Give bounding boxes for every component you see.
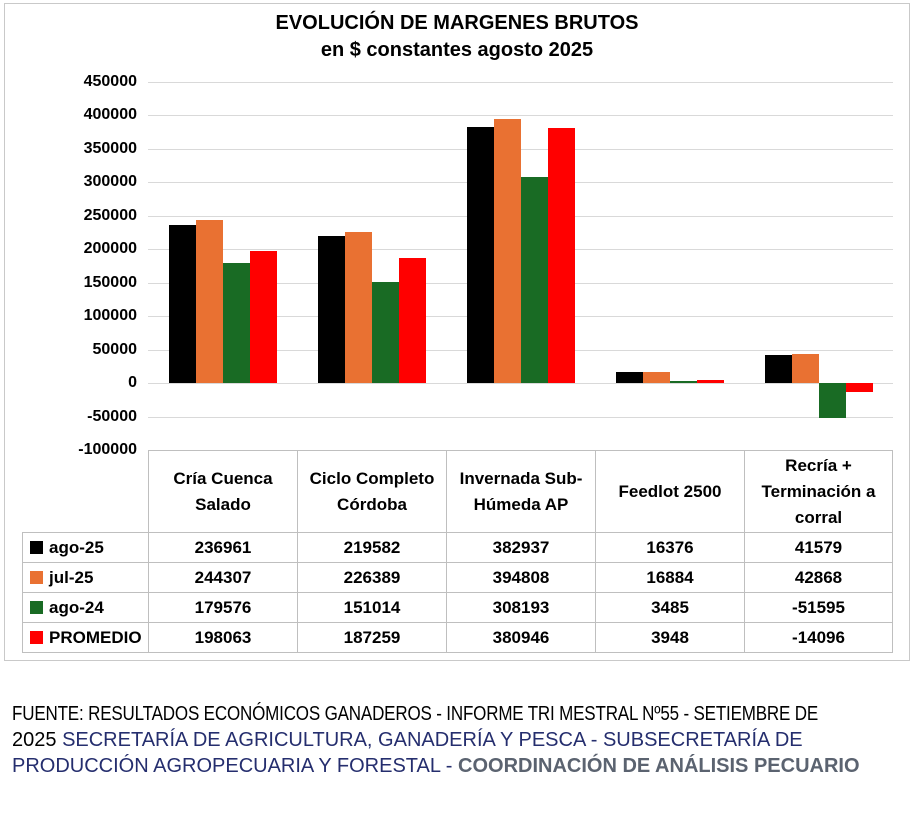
table-value-cell: 219582 [297, 533, 446, 563]
table-value-cell: -14096 [744, 623, 893, 653]
source-note-line3: PRODUCCIÓN AGROPECUARIA Y FORESTAL - COO… [12, 753, 912, 779]
series-name: ago-24 [49, 597, 104, 617]
legend-swatch-ago-24 [30, 601, 43, 614]
bar-ago-24-cat3 [520, 176, 548, 384]
table-column-header: Recría + Terminación a corral [744, 450, 893, 533]
y-axis-tick-label: 0 [128, 374, 137, 392]
table-value-cell: 380946 [446, 623, 595, 653]
y-axis-tick-label: 200000 [83, 240, 137, 258]
bar-jul-25-cat4 [642, 371, 670, 384]
table-value-cell: 244307 [148, 563, 297, 593]
y-axis-tick-label: 400000 [83, 106, 137, 124]
table-value-cell: 226389 [297, 563, 446, 593]
series-name: PROMEDIO [49, 627, 142, 647]
bar-ago-24-cat5 [818, 383, 846, 418]
bar-ago-25-cat4 [615, 372, 643, 384]
gridline [148, 383, 893, 385]
bar-ago-24-cat2 [371, 282, 399, 383]
table-row-label: jul-25 [22, 563, 148, 593]
table-value-cell: 42868 [744, 563, 893, 593]
table-value-cell: -51595 [744, 593, 893, 623]
table-row-label: ago-25 [22, 533, 148, 563]
source-note-line1: FUENTE: RESULTADOS ECONÓMICOS GANADEROS … [12, 701, 818, 727]
chart-title-line1: EVOLUCIÓN DE MARGENES BRUTOS [275, 12, 639, 34]
series-name: ago-25 [49, 537, 104, 557]
table-value-cell: 16376 [595, 533, 744, 563]
y-axis-tick-label: 350000 [83, 139, 137, 157]
y-axis-tick-label: 50000 [92, 340, 138, 358]
source-note-segment: FUENTE: RESULTADOS ECONÓMICOS GANADEROS … [12, 703, 819, 725]
bar-PROMEDIO-cat4 [696, 380, 724, 383]
bar-PROMEDIO-cat2 [398, 257, 426, 384]
table-value-cell: 198063 [148, 623, 297, 653]
bar-jul-25-cat2 [344, 231, 372, 384]
table-column-header: Feedlot 2500 [595, 450, 744, 533]
table-value-cell: 3948 [595, 623, 744, 653]
y-axis-tick-label: 450000 [83, 73, 137, 90]
table-corner-cell [22, 450, 148, 533]
chart-title: EVOLUCIÓN DE MARGENES BRUTOS en $ consta… [4, 10, 910, 64]
gridline [148, 416, 893, 418]
table-value-cell: 179576 [148, 593, 297, 623]
bar-jul-25-cat5 [791, 354, 819, 384]
bar-ago-25-cat1 [168, 224, 196, 383]
table-column-header: Cría Cuenca Salado [148, 450, 297, 533]
table-value-cell: 3485 [595, 593, 744, 623]
source-note-segment: PRODUCCIÓN AGROPECUARIA Y FORESTAL - [12, 755, 459, 777]
bar-PROMEDIO-cat3 [547, 128, 575, 384]
bar-jul-25-cat1 [195, 219, 223, 384]
y-axis-tick-label: 150000 [83, 273, 137, 291]
chart-object-frame [4, 3, 910, 661]
table-row-label: ago-24 [22, 593, 148, 623]
gridline [148, 115, 893, 117]
table-value-cell: 394808 [446, 563, 595, 593]
bar-PROMEDIO-cat5 [845, 383, 873, 393]
bar-ago-25-cat3 [466, 126, 494, 384]
y-axis-tick-label: -50000 [87, 407, 137, 425]
source-note-line2: 2025 SECRETARÍA DE AGRICULTURA, GANADERÍ… [12, 727, 912, 753]
table-column-header: Invernada Sub-Húmeda AP [446, 450, 595, 533]
table-value-cell: 16884 [595, 563, 744, 593]
y-axis-tick-label: 100000 [83, 307, 137, 325]
bar-PROMEDIO-cat1 [249, 250, 277, 384]
legend-swatch-jul-25 [30, 571, 43, 584]
table-value-cell: 236961 [148, 533, 297, 563]
chart-title-line2: en $ constantes agosto 2025 [320, 39, 594, 61]
table-value-cell: 151014 [297, 593, 446, 623]
table-row-label: PROMEDIO [22, 623, 148, 653]
table-value-cell: 187259 [297, 623, 446, 653]
bar-ago-24-cat4 [669, 380, 697, 384]
series-name: jul-25 [49, 567, 94, 587]
bar-ago-25-cat2 [317, 236, 345, 384]
y-axis-tick-label: -100000 [78, 441, 137, 458]
table-value-cell: 41579 [744, 533, 893, 563]
bar-ago-25-cat5 [764, 355, 792, 384]
gridline [148, 148, 893, 150]
source-note-segment: COORDINACIÓN DE ANÁLISIS PECUARIO [458, 755, 860, 777]
legend-swatch-PROMEDIO [30, 631, 43, 644]
table-value-cell: 382937 [446, 533, 595, 563]
y-axis-tick-label: 300000 [83, 173, 137, 191]
gridline [148, 82, 893, 83]
table-column-header: Ciclo Completo Córdoba [297, 450, 446, 533]
source-note: FUENTE: RESULTADOS ECONÓMICOS GANADEROS … [12, 701, 912, 779]
source-note-segment: 2025 [12, 729, 63, 751]
bar-jul-25-cat3 [493, 118, 521, 384]
legend-swatch-ago-25 [30, 541, 43, 554]
source-note-segment: SECRETARÍA DE AGRICULTURA, GANADERÍA Y P… [62, 729, 803, 751]
y-axis-tick-label: 250000 [83, 206, 137, 224]
table-value-cell: 308193 [446, 593, 595, 623]
bar-ago-24-cat1 [222, 262, 250, 384]
